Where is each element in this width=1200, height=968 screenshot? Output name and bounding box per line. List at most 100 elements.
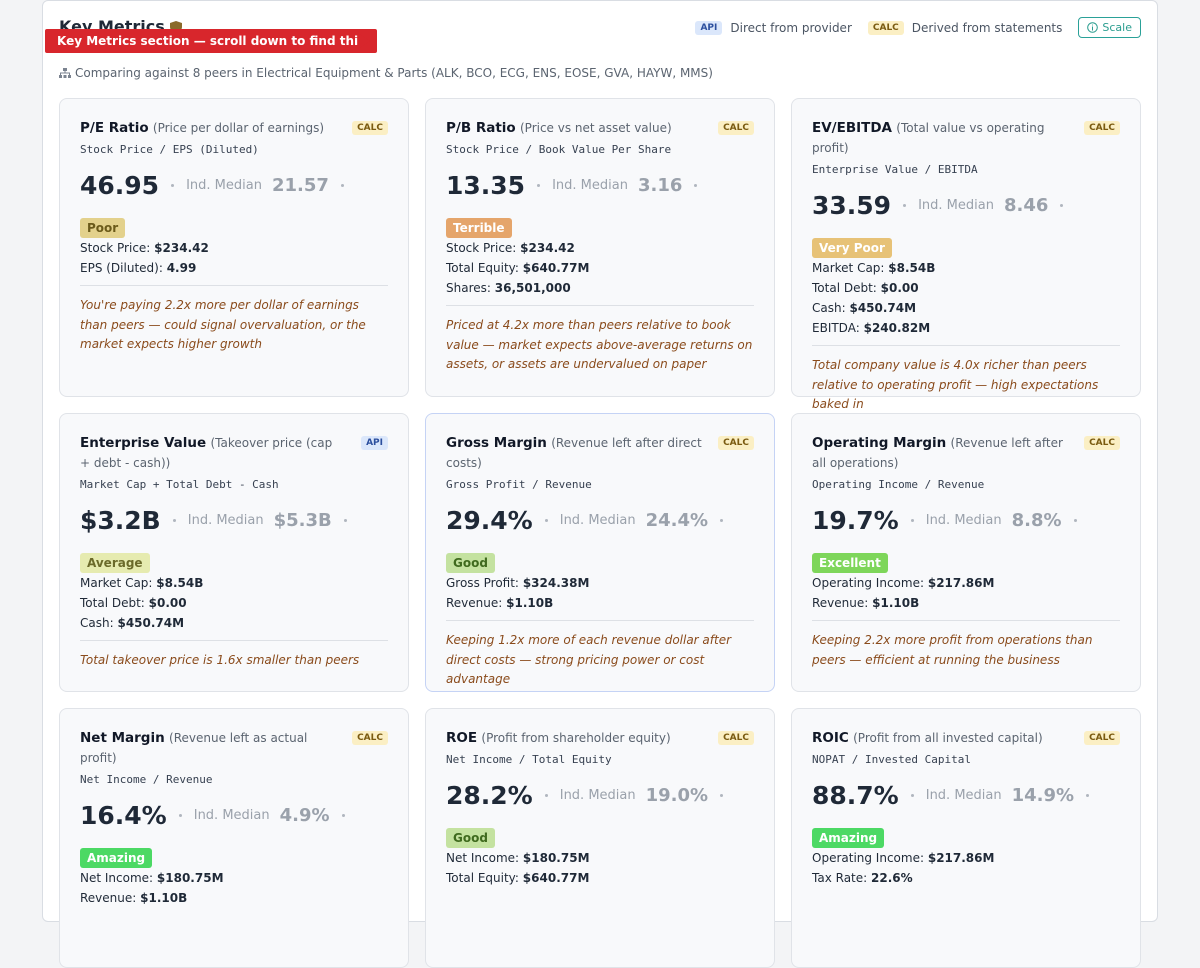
detail-row: Shares: 36,501,000 [446,278,754,298]
metric-card[interactable]: Gross Margin (Revenue left after direct … [425,413,775,692]
detail-row: Market Cap: $8.54B [80,573,388,593]
rating-badge: Amazing [812,828,885,848]
metric-card[interactable]: P/E Ratio (Price per dollar of earnings)… [59,98,409,397]
separator-dot [720,518,724,522]
median-value: $5.3B [273,509,332,531]
metric-card[interactable]: P/B Ratio (Price vs net asset value) CALC… [425,98,775,397]
metric-value: 46.95 [80,170,160,200]
source-badge: API [695,20,723,35]
annotation-arrow [358,33,370,49]
metric-value: 28.2% [446,780,533,810]
rating-row: Good [446,810,754,848]
info-icon [1087,22,1099,33]
metric-name: EV/EBITDA [812,120,892,136]
median-value: 4.9% [279,804,330,826]
annotation-banner: Key Metrics section — scroll down to fin… [45,29,378,53]
detail-value: $217.86M [927,576,995,590]
detail-label: Operating Income: [812,576,925,590]
separator-dot [1073,518,1077,522]
metric-formula: Stock Price / Book Value Per Share [446,143,672,156]
median-value: 14.9% [1011,784,1075,806]
peers-text: Comparing against 8 peers in Electrical … [75,66,713,80]
rating-badge: Poor [80,218,126,238]
detail-value: $324.38M [522,576,590,590]
detail-value: $8.54B [888,261,936,275]
detail-row: Cash: $450.74M [80,613,388,633]
metric-name: Net Margin [80,730,165,746]
peers-line: Comparing against 8 peers in Electrical … [59,66,713,80]
rating-badge: Terrible [446,218,512,238]
value-row: 33.59 Ind. Median 8.46 [812,190,1120,220]
detail-row: Operating Income: $217.86M [812,848,1120,868]
peers-icon [59,68,71,78]
metric-description: (Price per dollar of earnings) [152,121,325,135]
detail-value: $240.82M [863,321,931,335]
metric-note: Total company value is 4.0x richer than … [812,345,1120,415]
detail-row: Stock Price: $234.42 [80,238,388,258]
value-row: $3.2B Ind. Median $5.3B [80,505,388,535]
separator-dot [341,813,345,817]
metric-grid: P/E Ratio (Price per dollar of earnings)… [59,98,1141,968]
detail-label: Stock Price: [446,241,517,255]
detail-label: Market Cap: [812,261,885,275]
separator-dot [544,518,548,522]
card-heading: Gross Margin (Revenue left after direct … [446,433,754,473]
metric-card[interactable]: Net Margin (Revenue left as actual profi… [59,708,409,968]
metric-value: 88.7% [812,780,899,810]
detail-row: Total Equity: $640.77M [446,868,754,888]
value-row: 46.95 Ind. Median 21.57 [80,170,388,200]
source-badge: API [361,436,388,450]
card-heading: Operating Margin (Revenue left after all… [812,433,1120,473]
metric-description: (Revenue left after direct costs) [446,436,702,470]
rating-row: Average [80,535,388,573]
card-heading: Net Margin (Revenue left as actual profi… [80,728,388,768]
separator-dot [903,203,907,207]
metric-card[interactable]: ROIC (Profit from all invested capital) C… [791,708,1141,968]
card-heading: EV/EBITDA (Total value vs operating prof… [812,118,1120,158]
value-row: 19.7% Ind. Median 8.8% [812,505,1120,535]
metric-name: P/E Ratio [80,120,149,136]
separator-dot [343,518,347,522]
metric-value: 33.59 [812,190,892,220]
detail-value: $640.77M [522,871,590,885]
separator-dot [340,183,344,187]
detail-label: Shares: [446,281,491,295]
median-value: 3.16 [637,174,683,196]
metric-card[interactable]: EV/EBITDA (Total value vs operating prof… [791,98,1141,411]
metric-name: ROE [446,730,478,746]
metric-note: Priced at 4.2x more than peers relative … [446,305,754,375]
source-badge: CALC [867,20,904,35]
source-legend: API Direct from provider CALC Derived from … [695,17,1141,38]
rating-badge: Good [446,553,495,573]
rating-row: Amazing [812,810,1120,848]
detail-label: Net Income: [80,871,154,885]
metric-description: (Total value vs operating profit) [812,121,1045,155]
detail-value: $1.10B [140,891,188,905]
value-row: 28.2% Ind. Median 19.0% [446,780,754,810]
metric-card[interactable]: ROE (Profit from shareholder equity) CALC… [425,708,775,968]
detail-value: $0.00 [148,596,187,610]
rating-row: Amazing [80,830,388,868]
page: Key Metrics Key Metrics section — scroll… [42,0,1158,968]
card-heading: P/E Ratio (Price per dollar of earnings) [80,118,388,138]
value-row: 16.4% Ind. Median 4.9% [80,800,388,830]
metric-formula: Stock Price / EPS (Diluted) [80,143,259,156]
detail-value: $450.74M [849,301,917,315]
metric-name: ROIC [812,730,849,746]
detail-label: Gross Profit: [446,576,519,590]
detail-value: 36,501,000 [494,281,571,295]
detail-label: Total Equity: [446,871,519,885]
source-badge: CALC [718,731,754,745]
median-label: Ind. Median [925,787,1002,803]
detail-row: Total Debt: $0.00 [812,278,1120,298]
metric-card[interactable]: Enterprise Value (Takeover price (cap + … [59,413,409,692]
separator-dot [171,183,175,187]
separator-dot [694,183,698,187]
scale-button[interactable]: Scale [1078,17,1141,38]
detail-value: 22.6% [871,871,913,885]
metric-card[interactable]: Operating Margin (Revenue left after all… [791,413,1141,692]
detail-label: EBITDA: [812,321,860,335]
detail-row: Revenue: $1.10B [80,888,388,908]
rating-badge: Excellent [812,553,888,573]
metric-name: Operating Margin [812,435,947,451]
